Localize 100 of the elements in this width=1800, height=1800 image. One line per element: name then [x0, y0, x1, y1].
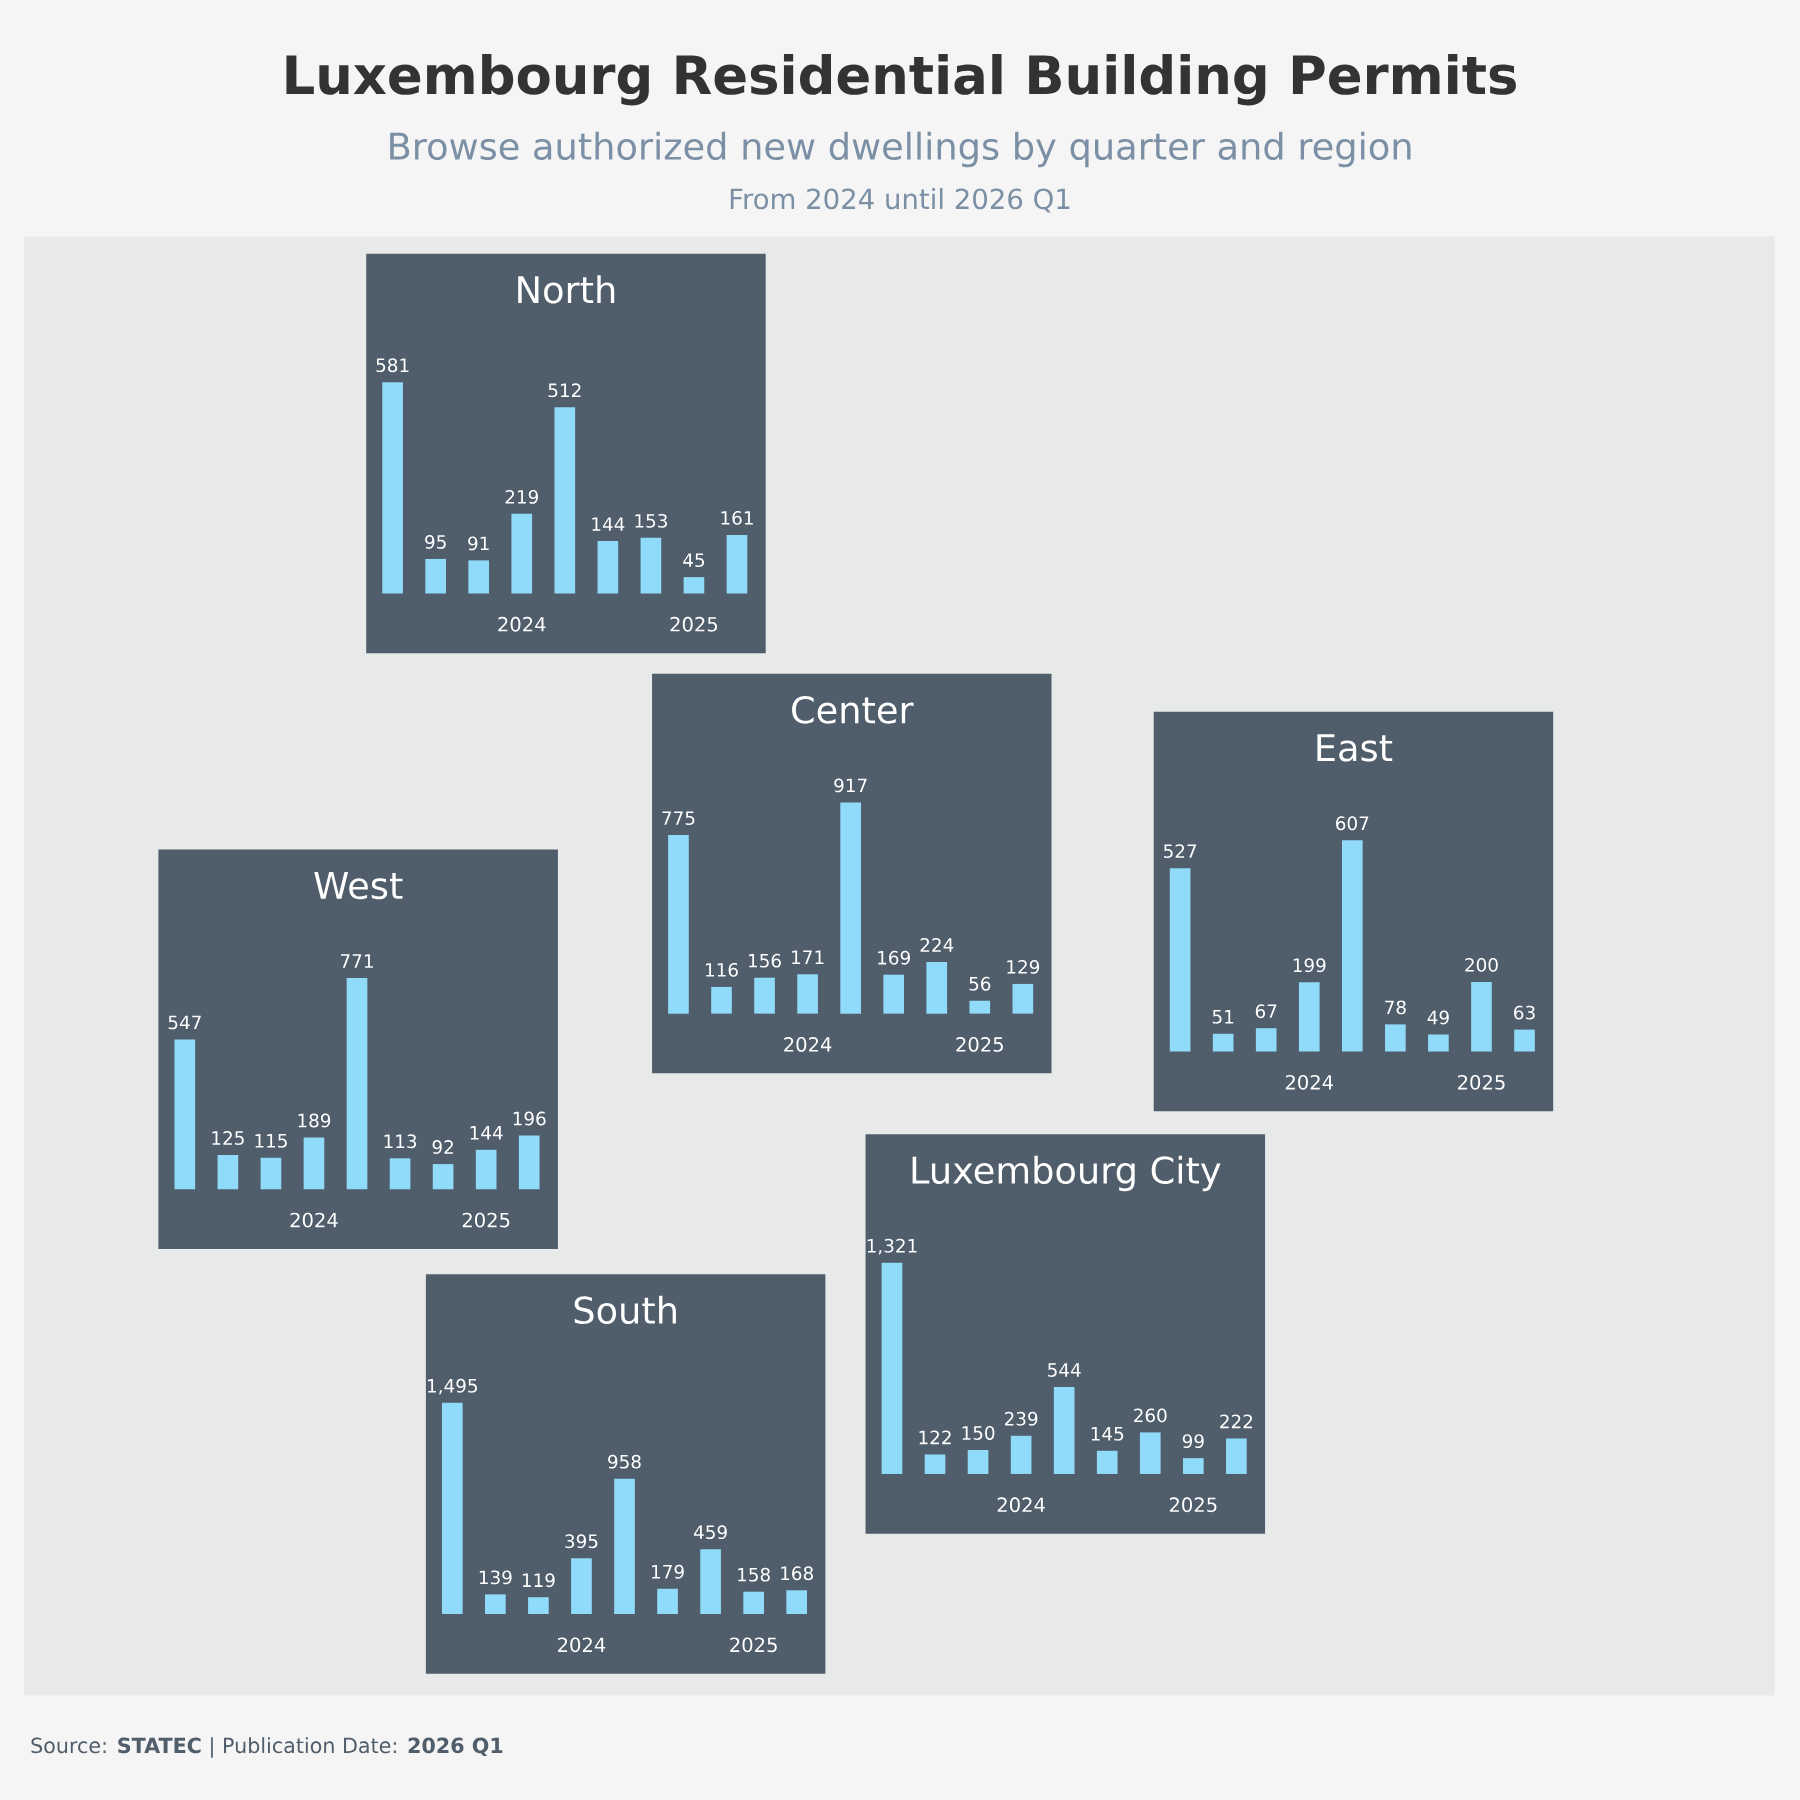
bar	[432, 1164, 454, 1190]
data-label: 547	[168, 1015, 201, 1030]
chart-title: North	[518, 275, 615, 304]
x-tick-label: 2024	[997, 1497, 1045, 1513]
data-label: 67	[1255, 1004, 1277, 1019]
data-label: 771	[341, 954, 373, 968]
data-label: 169	[878, 950, 910, 965]
bar	[1428, 1034, 1449, 1052]
bar	[475, 1149, 497, 1190]
data-label: 115	[255, 1134, 287, 1148]
bar	[1096, 1450, 1118, 1474]
data-label: 45	[683, 553, 705, 568]
data-label: 607	[1336, 816, 1369, 831]
chart-title: South	[574, 1295, 676, 1325]
bar	[711, 986, 732, 1014]
bar	[1341, 840, 1363, 1052]
bar	[346, 978, 368, 1190]
data-label: 527	[1164, 844, 1197, 859]
bar	[1212, 1033, 1234, 1052]
data-label: 219	[505, 489, 538, 504]
bar	[425, 558, 446, 594]
chart-title: Luxembourg City	[912, 1155, 1221, 1192]
x-tick-label: 2024	[558, 1637, 606, 1653]
data-label: 222	[1220, 1414, 1253, 1429]
data-label: 119	[522, 1573, 555, 1588]
data-label: 91	[468, 536, 489, 551]
bar	[1010, 1435, 1032, 1474]
bar	[1182, 1458, 1204, 1474]
data-label: 95	[425, 534, 446, 549]
data-label: 958	[608, 1454, 641, 1469]
bar	[1514, 1029, 1535, 1052]
data-label: 239	[1004, 1411, 1038, 1426]
bar	[441, 1402, 463, 1615]
bar	[468, 560, 490, 594]
data-label: 260	[1134, 1408, 1167, 1423]
bar	[700, 1549, 721, 1615]
data-label: 917	[834, 778, 867, 793]
data-label: 196	[513, 1111, 546, 1126]
data-label: 168	[781, 1566, 813, 1581]
data-label: 544	[1048, 1363, 1081, 1377]
bar	[260, 1157, 282, 1190]
x-tick-label: 2024	[1285, 1074, 1333, 1090]
text: Luxembourg Residential Building Permits	[286, 54, 1516, 106]
data-label: 144	[470, 1126, 503, 1140]
bar	[1255, 1028, 1277, 1052]
data-label: 1,321	[867, 1238, 917, 1255]
text: From 2024 until 2026 Q1	[730, 187, 1070, 213]
data-label: 224	[920, 938, 954, 952]
data-label: 63	[1514, 1005, 1535, 1020]
data-label: 1,495	[428, 1378, 477, 1395]
bar	[969, 1000, 991, 1014]
data-label: 49	[1427, 1010, 1449, 1025]
bar	[797, 974, 818, 1014]
data-label: 139	[479, 1570, 512, 1585]
bar	[754, 977, 775, 1014]
bar	[1226, 1438, 1247, 1474]
bar	[217, 1155, 239, 1190]
chart-title: Center	[792, 695, 914, 724]
x-tick-label: 2025	[730, 1637, 777, 1653]
data-label: 122	[919, 1430, 951, 1445]
data-label: 189	[298, 1113, 331, 1128]
bar	[881, 1262, 903, 1474]
bar	[518, 1135, 540, 1190]
bar	[1471, 981, 1492, 1052]
data-label: 78	[1385, 1000, 1406, 1015]
x-tick-label: 2024	[784, 1037, 832, 1052]
bar	[657, 1588, 678, 1615]
data-label: 395	[565, 1534, 598, 1549]
data-label: 144	[592, 517, 625, 531]
data-label: 113	[384, 1134, 417, 1149]
data-label: 581	[376, 358, 409, 373]
data-label: 51	[1212, 1010, 1234, 1024]
bar	[528, 1597, 549, 1615]
bar	[683, 577, 705, 594]
x-tick-label: 2025	[1169, 1497, 1217, 1513]
bar	[883, 974, 905, 1014]
bar	[303, 1137, 325, 1190]
bar	[511, 513, 533, 594]
bar	[926, 962, 948, 1014]
bar	[1012, 983, 1034, 1014]
data-label: 459	[693, 1525, 727, 1540]
bar	[554, 407, 576, 594]
bar	[840, 802, 861, 1014]
bar	[1053, 1386, 1075, 1474]
source-note: Source: STATEC | Publication Date: 2026 Q1	[31, 1737, 503, 1758]
bar	[485, 1594, 506, 1615]
x-tick-label: 2024	[498, 616, 546, 632]
x-tick-label: 2024	[290, 1212, 338, 1228]
bar	[786, 1590, 808, 1615]
bar	[726, 534, 748, 594]
data-label: 199	[1293, 958, 1326, 973]
data-label: 116	[705, 962, 738, 977]
x-tick-label: 2025	[1458, 1074, 1505, 1090]
data-label: 512	[548, 383, 581, 398]
data-label: 161	[721, 510, 753, 525]
data-label: 200	[1465, 957, 1498, 972]
x-tick-label: 2025	[670, 616, 718, 632]
data-label: 99	[1182, 1434, 1204, 1449]
bar	[571, 1558, 592, 1615]
bar	[1298, 982, 1320, 1052]
